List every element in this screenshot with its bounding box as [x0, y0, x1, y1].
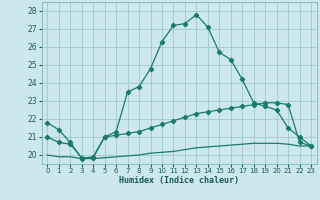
X-axis label: Humidex (Indice chaleur): Humidex (Indice chaleur): [119, 176, 239, 185]
